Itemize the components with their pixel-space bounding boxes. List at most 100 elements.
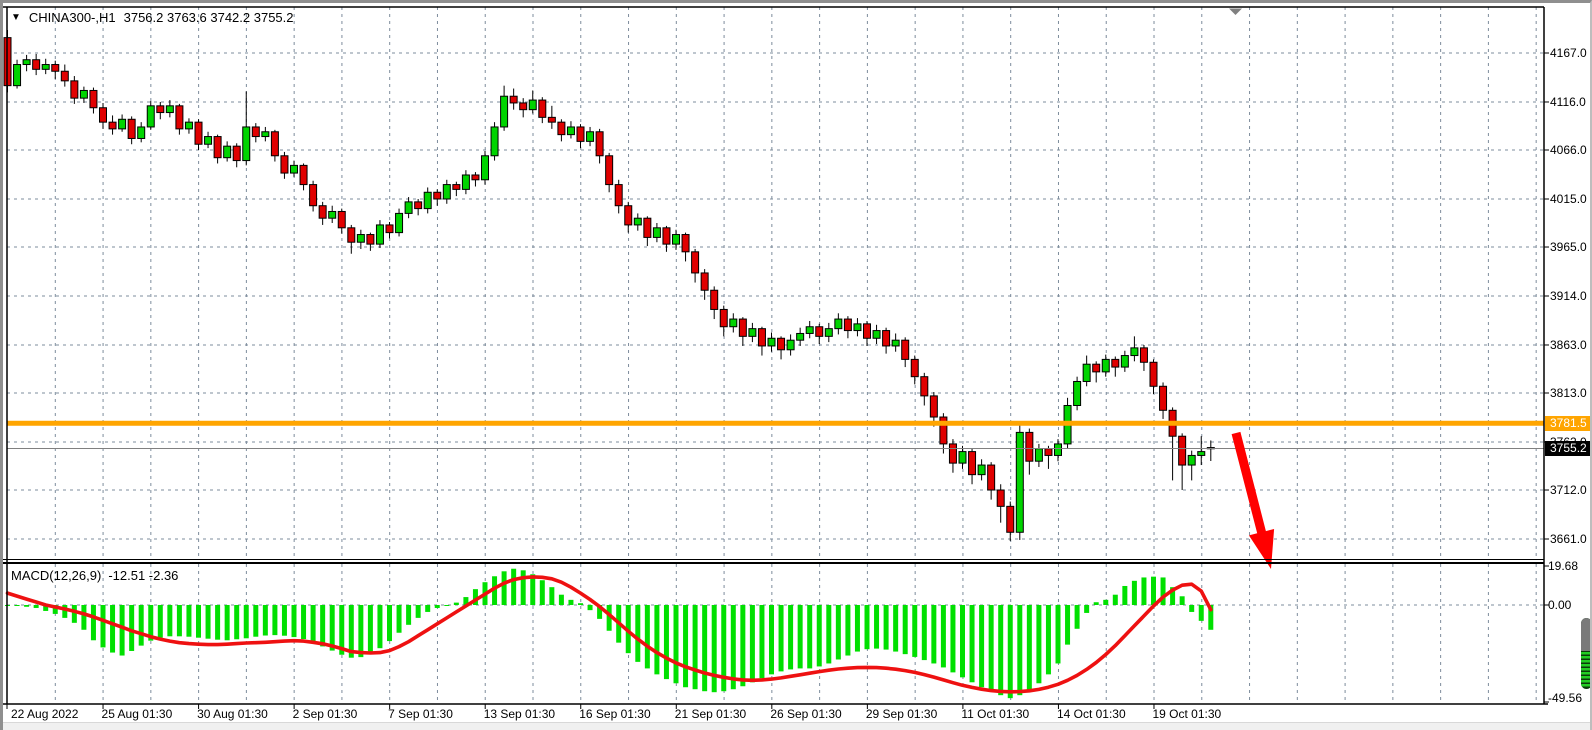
price-axis-tick-label[interactable]: 3813.0 <box>1550 386 1587 400</box>
macd-histogram-bar <box>1112 594 1118 605</box>
macd-histogram-bar <box>692 605 698 690</box>
macd-histogram-bar <box>759 605 765 679</box>
horizontal-orange-line[interactable] <box>7 420 1544 426</box>
time-axis-label[interactable]: 16 Sep 01:30 <box>579 707 651 721</box>
candle <box>700 272 709 291</box>
time-axis-label[interactable]: 29 Sep 01:30 <box>865 707 938 721</box>
candle <box>1139 347 1148 363</box>
candle <box>1025 431 1034 462</box>
macd-histogram-bar <box>520 570 526 605</box>
candle <box>538 99 547 118</box>
time-axis-label[interactable]: 13 Sep 01:30 <box>483 707 556 721</box>
macd-histogram-bar <box>539 580 545 605</box>
candles-layer[interactable] <box>3 29 1215 541</box>
macd-histogram-bar <box>998 605 1004 696</box>
macd-histogram-bar <box>511 568 517 605</box>
time-axis-label[interactable]: 7 Sep 01:30 <box>388 707 453 721</box>
macd-axis-tick-label[interactable]: -49.56 <box>1548 691 1583 705</box>
candle <box>633 217 642 226</box>
candle <box>834 318 843 330</box>
macd-values-label: -12.51 -2.36 <box>108 568 179 583</box>
time-axis-label[interactable]: 22 Aug 2022 <box>11 707 79 721</box>
macd-name-label: MACD(12,26,9) <box>11 568 102 583</box>
macd-histogram-bar <box>205 605 211 639</box>
macd-histogram-bar <box>434 605 440 608</box>
overlay-lines[interactable] <box>7 420 1544 569</box>
candle <box>146 105 155 128</box>
price-axis-tick-label[interactable]: 4167.0 <box>1550 46 1587 60</box>
chart-canvas[interactable] <box>3 3 1592 730</box>
macd-histogram-bar <box>43 605 49 611</box>
price-axis-tick-label[interactable]: 3965.0 <box>1550 240 1587 255</box>
macd-histogram-bar <box>253 605 259 637</box>
candle <box>328 210 337 219</box>
macd-histogram-bar <box>711 605 717 693</box>
macd-histogram-bar <box>415 605 421 618</box>
chevron-down-icon[interactable]: ▼ <box>11 11 21 23</box>
macd-histogram-bar <box>62 605 68 618</box>
candle <box>79 89 88 99</box>
candle <box>863 323 871 339</box>
macd-histogram-bar <box>835 605 841 660</box>
macd-histogram-bar <box>224 605 230 641</box>
candle <box>643 217 652 238</box>
candle <box>576 126 585 142</box>
macd-histogram-bar <box>291 605 297 638</box>
price-axis-tick-label[interactable]: 4116.0 <box>1550 94 1586 109</box>
macd-histogram-bar <box>453 602 459 605</box>
time-axis-label[interactable]: 2 Sep 01:30 <box>292 707 358 721</box>
scrollbar-thumb[interactable] <box>1581 618 1592 689</box>
macd-histogram-bar <box>396 605 402 633</box>
candle <box>691 251 700 274</box>
chart-title-bar: ▼ CHINA300-,H1 3756.2 3763.6 3742.2 3755… <box>11 10 294 25</box>
candle <box>843 318 852 332</box>
time-axis-label[interactable]: 26 Sep 01:30 <box>770 707 842 721</box>
price-axis-tick-label[interactable]: 3914.0 <box>1550 289 1587 303</box>
macd-histogram-bar <box>196 605 201 638</box>
candle <box>767 337 776 347</box>
candle <box>156 105 165 114</box>
time-axis-label[interactable]: 11 Oct 01:30 <box>961 707 1030 721</box>
price-axis-tick-label[interactable]: 3712.0 <box>1550 483 1587 498</box>
macd-layer[interactable] <box>5 568 1214 699</box>
macd-histogram-bar <box>1084 605 1090 613</box>
macd-histogram-bar <box>1065 605 1071 645</box>
candle <box>99 107 107 123</box>
macd-histogram-bar <box>912 605 918 657</box>
macd-histogram-bar <box>874 605 880 649</box>
macd-histogram-bar <box>902 605 908 655</box>
price-axis-tick-label[interactable]: 3661.0 <box>1550 532 1587 546</box>
candle <box>32 59 41 70</box>
down-arrow-annotation[interactable] <box>1231 431 1275 569</box>
macd-axis-tick-label[interactable]: 19.68 <box>1548 559 1579 573</box>
candle <box>977 464 986 476</box>
price-axis-tick-label[interactable]: 3863.0 <box>1550 337 1587 352</box>
candle <box>672 234 680 245</box>
price-axis-tick-label[interactable]: 4015.0 <box>1550 191 1587 206</box>
macd-histogram-bar <box>940 605 946 668</box>
candle <box>22 59 31 66</box>
candle <box>901 339 910 360</box>
macd-histogram-bar <box>854 605 860 652</box>
time-axis-label[interactable]: 25 Aug 01:30 <box>101 707 173 721</box>
chart-shift-marker-icon[interactable] <box>1229 8 1242 16</box>
macd-histogram-bar <box>406 605 412 625</box>
macd-histogram-bar <box>310 605 316 643</box>
macd-histogram-bar <box>931 605 937 664</box>
macd-axis-tick-label[interactable]: 0.00 <box>1548 598 1572 612</box>
time-axis-label[interactable]: 19 Oct 01:30 <box>1152 707 1222 721</box>
time-axis-label[interactable]: 21 Sep 01:30 <box>674 707 747 721</box>
candle <box>223 145 232 159</box>
candle <box>547 116 556 123</box>
candle <box>557 121 566 136</box>
macd-histogram-bar <box>921 605 927 661</box>
macd-histogram-bar <box>301 605 307 640</box>
price-axis-tick-label[interactable]: 4066.0 <box>1550 143 1587 157</box>
symbol-period-label: CHINA300-,H1 <box>28 10 116 25</box>
candle <box>662 227 671 245</box>
time-axis-label[interactable]: 30 Aug 01:30 <box>197 707 268 721</box>
macd-histogram-bar <box>864 605 870 650</box>
candle <box>1006 505 1015 533</box>
time-axis-label[interactable]: 14 Oct 01:30 <box>1056 707 1126 721</box>
macd-histogram-bar <box>492 576 498 605</box>
